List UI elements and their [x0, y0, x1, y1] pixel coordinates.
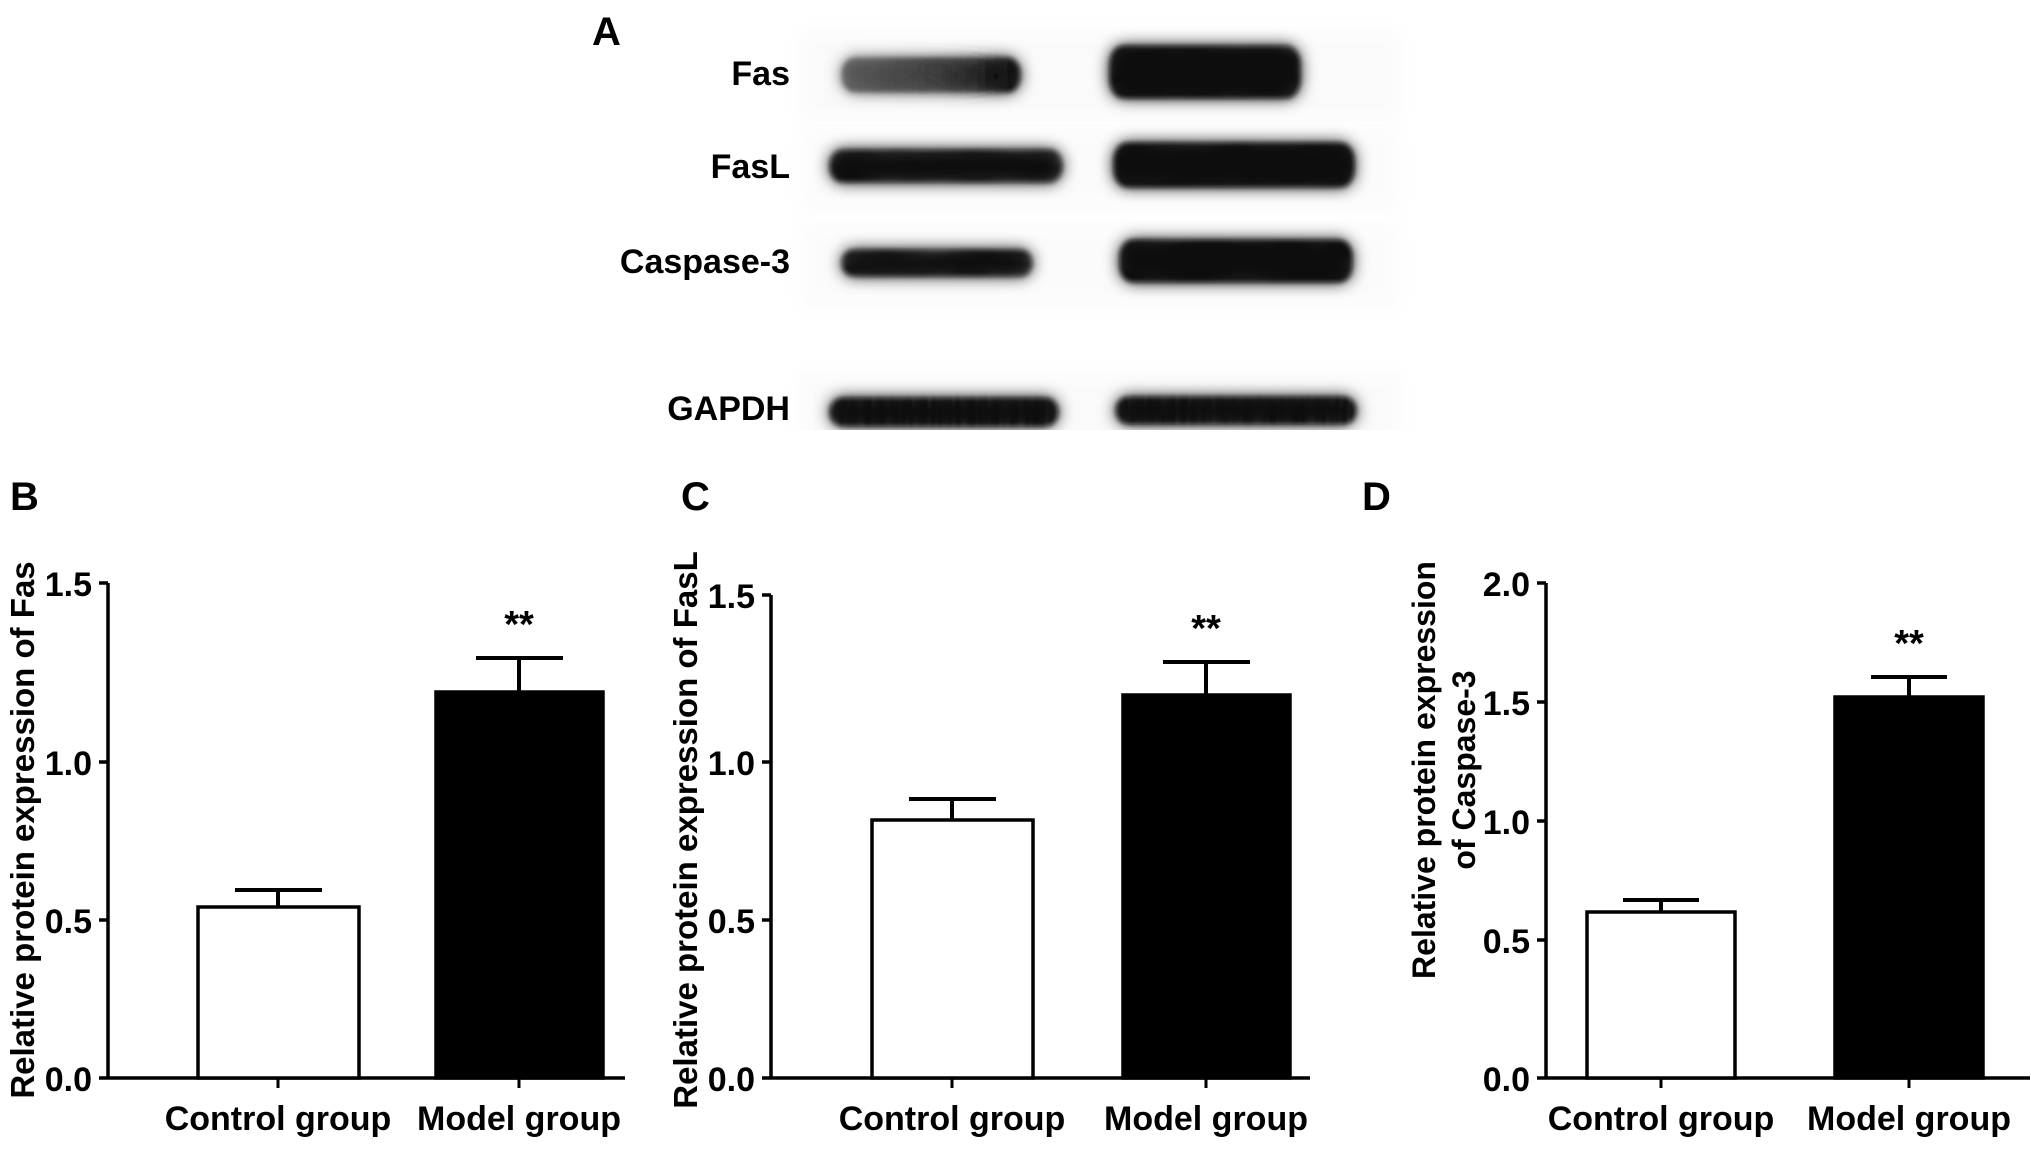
svg-text:1.0: 1.0: [45, 745, 92, 783]
svg-text:Model group: Model group: [417, 1100, 621, 1138]
svg-text:**: **: [1191, 608, 1221, 650]
svg-text:Relative protein expression: Relative protein expression: [1406, 561, 1442, 979]
svg-text:of Caspase-3: of Caspase-3: [1446, 670, 1482, 869]
svg-text:0.5: 0.5: [708, 903, 755, 941]
svg-text:Relative protein expression of: Relative protein expression of Fas: [4, 561, 41, 1098]
svg-text:1.5: 1.5: [45, 566, 92, 604]
svg-text:**: **: [1894, 623, 1924, 665]
svg-text:1.0: 1.0: [1483, 804, 1530, 842]
svg-text:Control group: Control group: [1548, 1100, 1775, 1138]
svg-text:0.5: 0.5: [1483, 923, 1530, 961]
svg-text:**: **: [504, 604, 534, 646]
svg-text:1.0: 1.0: [708, 745, 755, 783]
svg-text:0.0: 0.0: [45, 1061, 92, 1099]
svg-text:1.5: 1.5: [1483, 685, 1530, 723]
svg-text:0.0: 0.0: [708, 1061, 755, 1099]
svg-text:2.0: 2.0: [1483, 566, 1530, 604]
svg-text:Control group: Control group: [165, 1100, 392, 1138]
svg-text:Relative protein expression of: Relative protein expression of FasL: [667, 551, 704, 1109]
svg-text:0.5: 0.5: [45, 903, 92, 941]
svg-text:0.0: 0.0: [1483, 1061, 1530, 1099]
svg-text:Control group: Control group: [839, 1100, 1066, 1138]
svg-text:Model group: Model group: [1807, 1100, 2011, 1138]
svg-text:Model group: Model group: [1104, 1100, 1308, 1138]
svg-text:1.5: 1.5: [708, 578, 755, 616]
